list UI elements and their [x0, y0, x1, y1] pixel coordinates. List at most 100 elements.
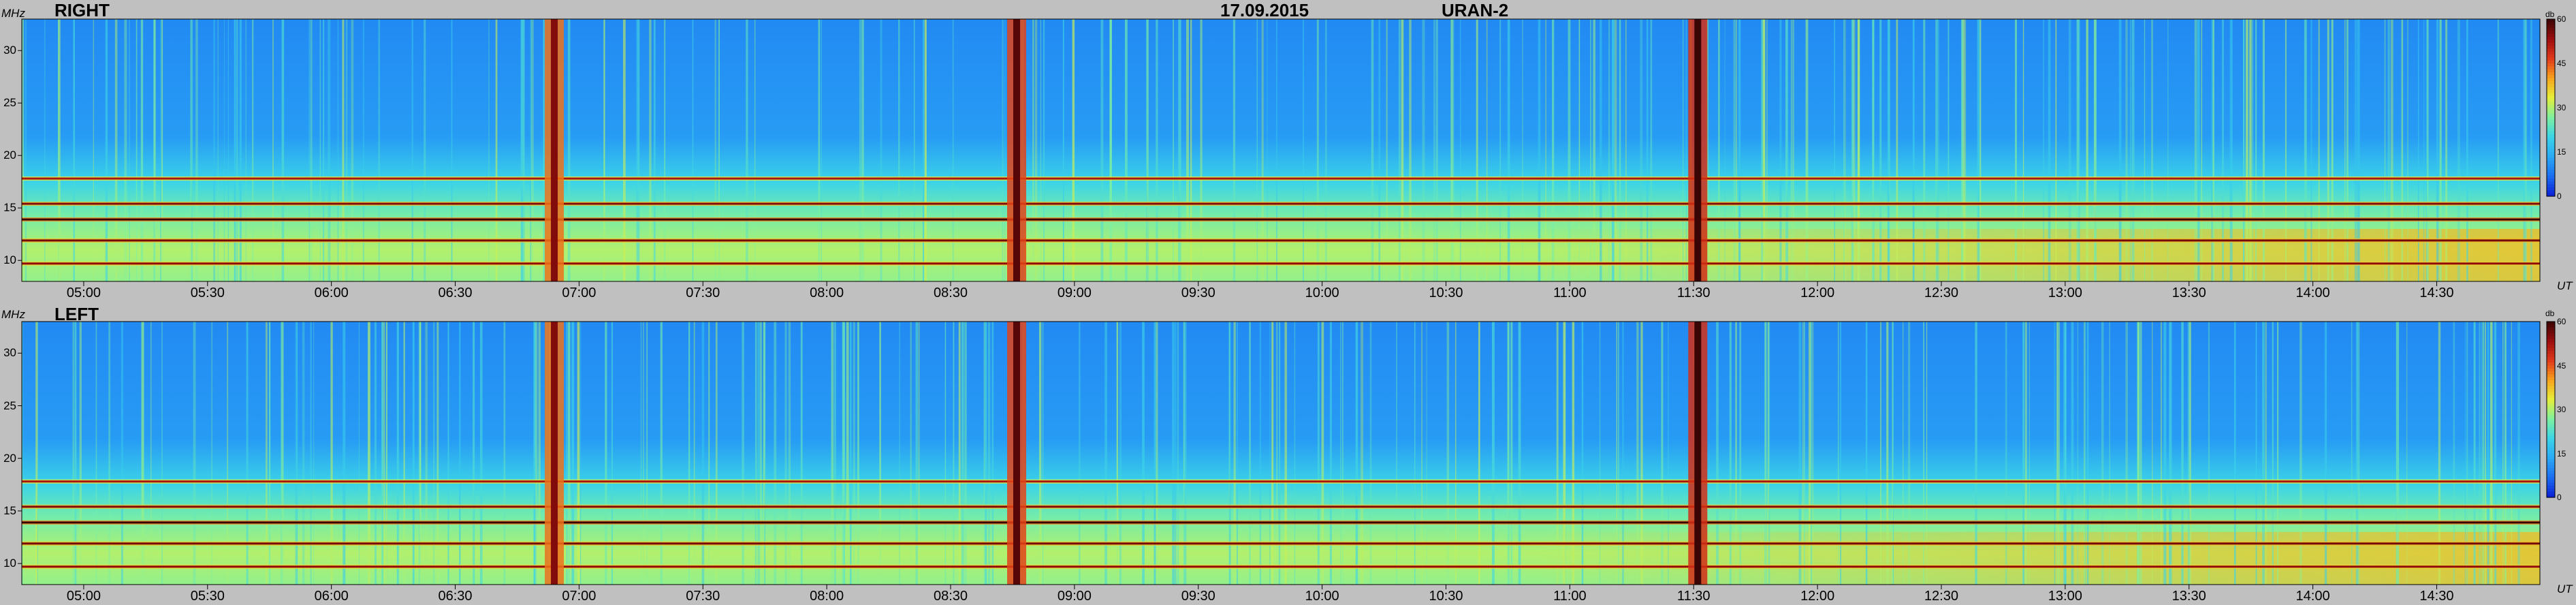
noise-striation	[2085, 322, 2086, 585]
noise-striation	[577, 322, 580, 585]
noise-striation	[1640, 19, 1643, 281]
noise-striation	[1792, 19, 1794, 281]
noise-striation	[140, 19, 144, 281]
noise-striation	[842, 322, 845, 585]
noise-striation	[879, 322, 881, 585]
noise-striation	[1518, 322, 1521, 585]
noise-striation	[2068, 19, 2071, 281]
noise-striation	[2245, 19, 2248, 281]
noise-striation	[1177, 322, 1179, 585]
noise-striation	[1414, 322, 1416, 585]
x-tick-label: 13:00	[2048, 285, 2082, 300]
x-tick-label: 09:00	[1057, 589, 1092, 604]
noise-striation	[763, 322, 766, 585]
colorbar-tick-label: 15	[2557, 448, 2566, 459]
colorbar-swatch	[2547, 104, 2555, 108]
x-tick-label: 14:30	[2419, 589, 2454, 604]
noise-striation	[2466, 322, 2468, 585]
noise-striation	[2242, 19, 2245, 281]
noise-striation	[1887, 19, 1890, 281]
noise-striation	[1908, 322, 1911, 585]
x-tick-label: 07:30	[686, 285, 720, 300]
colorbar-swatch	[2547, 362, 2555, 367]
noise-striation	[1156, 19, 1158, 281]
noise-striation	[2201, 19, 2203, 281]
noise-striation	[1716, 322, 1719, 585]
noise-striation	[1342, 322, 1343, 585]
noise-striation	[788, 322, 791, 585]
noise-striation	[1810, 322, 1812, 585]
burst-0	[551, 19, 558, 281]
noise-striation	[268, 322, 271, 585]
noise-striation	[1926, 322, 1928, 585]
noise-striation	[503, 322, 506, 585]
noise-striation	[642, 322, 644, 585]
colorbar-swatch	[2547, 471, 2555, 475]
colorbar-swatch	[2547, 95, 2555, 99]
noise-striation	[2504, 322, 2507, 585]
x-tick-label: 10:00	[1305, 589, 1339, 604]
noise-striation	[108, 322, 111, 585]
noise-striation	[1100, 19, 1104, 281]
noise-striation	[1851, 19, 1854, 281]
colorbar-swatch	[2547, 447, 2555, 451]
noise-striation	[1902, 322, 1904, 585]
noise-striation	[1650, 19, 1653, 281]
noise-striation	[1339, 322, 1341, 585]
colorbar-swatch	[2547, 66, 2555, 70]
noise-striation	[153, 19, 155, 281]
noise-striation	[1455, 322, 1457, 585]
noise-striation	[1409, 19, 1412, 281]
colorbar-swatch	[2547, 102, 2555, 106]
instrument-label: URAN-2	[1442, 0, 1509, 20]
noise-striation	[245, 19, 247, 281]
noise-striation	[1805, 19, 1809, 281]
noise-striation	[915, 322, 918, 585]
noise-striation	[37, 322, 38, 585]
noise-striation	[1790, 19, 1793, 281]
noise-striation	[1556, 322, 1559, 585]
noise-striation	[473, 322, 475, 585]
colorbar-swatch	[2547, 51, 2555, 55]
noise-striation	[2078, 19, 2080, 281]
noise-striation	[1421, 322, 1422, 585]
noise-striation	[913, 19, 915, 281]
colorbar-swatch	[2547, 439, 2555, 442]
noise-striation	[403, 322, 405, 585]
noise-striation	[1355, 322, 1358, 585]
noise-striation	[227, 322, 229, 585]
x-tick-label: 12:30	[1924, 285, 1958, 300]
colorbar-swatch	[2547, 377, 2555, 381]
noise-striation	[708, 322, 710, 585]
y-tick-label: 20	[3, 149, 16, 162]
noise-striation	[2229, 19, 2231, 281]
noise-striation	[2144, 19, 2146, 281]
noise-striation	[2208, 322, 2210, 585]
noise-striation	[1032, 19, 1034, 281]
noise-striation	[880, 19, 882, 281]
colorbar-swatch	[2547, 172, 2555, 176]
colorbar-swatch	[2547, 374, 2555, 378]
noise-striation	[2417, 19, 2419, 281]
colorbar-swatch	[2547, 386, 2555, 390]
x-tick-label: 13:30	[2172, 285, 2206, 300]
colorbar-swatch	[2547, 359, 2555, 363]
noise-striation	[1325, 19, 1327, 281]
noise-striation	[2523, 19, 2526, 281]
colorbar-swatch	[2547, 327, 2555, 331]
colorbar-frame	[2546, 18, 2556, 197]
noise-striation	[653, 19, 656, 281]
burst-1	[1013, 322, 1021, 585]
colorbar-swatch	[2547, 485, 2555, 489]
panel-0-warm-region	[22, 229, 2540, 281]
colorbar-swatch	[2547, 60, 2555, 64]
burst-1	[1013, 19, 1021, 281]
noise-striation	[543, 19, 546, 281]
noise-striation	[2387, 19, 2390, 281]
colorbar-swatch	[2547, 143, 2555, 146]
noise-striation	[1398, 19, 1401, 281]
x-tick-label: 06:30	[438, 285, 473, 300]
noise-striation	[2160, 322, 2163, 585]
noise-striation	[1040, 19, 1042, 281]
